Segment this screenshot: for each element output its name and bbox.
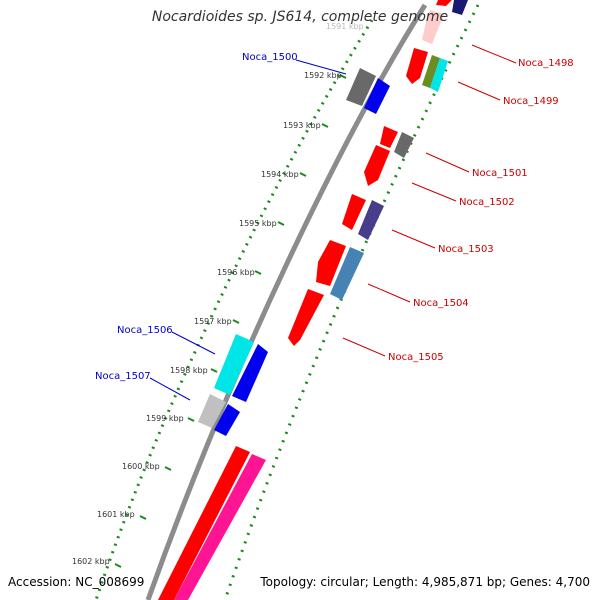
gene-feature[interactable] bbox=[316, 240, 346, 286]
kbp-label-1598: 1598 kbp bbox=[170, 366, 208, 375]
kbp-label-1593: 1593 kbp bbox=[283, 121, 321, 130]
leader-noca-1502 bbox=[411, 182, 457, 202]
gene-feature[interactable] bbox=[364, 78, 390, 114]
gene-feature[interactable] bbox=[358, 200, 384, 240]
tick-1594 bbox=[299, 172, 307, 177]
kbp-label-1591: 1591 kbp bbox=[326, 22, 364, 31]
gene-feature[interactable] bbox=[214, 404, 240, 436]
accession-text: Accession: NC_008699 bbox=[8, 575, 145, 589]
kbp-label-1596: 1596 kbp bbox=[217, 268, 255, 277]
leader-noca-1500 bbox=[295, 59, 347, 75]
map-title: Nocardioides sp. JS614, complete genome bbox=[151, 9, 449, 25]
genome-backbone bbox=[145, 3, 428, 600]
gene-feature[interactable] bbox=[380, 126, 398, 148]
gene-label-noca-1499[interactable]: Noca_1499 bbox=[503, 96, 559, 107]
gene-feature[interactable] bbox=[346, 68, 376, 106]
gene-label-noca-1501[interactable]: Noca_1501 bbox=[472, 168, 528, 179]
gene-features-left bbox=[198, 68, 390, 436]
gene-feature[interactable] bbox=[364, 145, 390, 186]
gene-label-noca-1503[interactable]: Noca_1503 bbox=[438, 244, 494, 255]
gene-feature[interactable] bbox=[174, 454, 266, 600]
tick-1592 bbox=[339, 74, 347, 79]
kbp-label-1594: 1594 kbp bbox=[261, 170, 299, 179]
kbp-label-1602: 1602 kbp bbox=[72, 557, 110, 566]
gene-label-noca-1507[interactable]: Noca_1507 bbox=[95, 371, 151, 382]
tick-1600 bbox=[164, 466, 172, 471]
kbp-label-1592: 1592 kbp bbox=[304, 71, 342, 80]
gene-feature[interactable] bbox=[452, 0, 468, 15]
genome-info-text: Topology: circular; Length: 4,985,871 bp… bbox=[260, 575, 590, 589]
gene-feature[interactable] bbox=[422, 10, 444, 44]
tick-1596 bbox=[254, 270, 262, 275]
gene-label-noca-1500[interactable]: Noca_1500 bbox=[242, 52, 298, 63]
gene-feature[interactable] bbox=[158, 446, 250, 600]
kbp-label-1597: 1597 kbp bbox=[194, 317, 232, 326]
tick-1597 bbox=[232, 319, 240, 324]
gene-label-noca-1504[interactable]: Noca_1504 bbox=[413, 298, 469, 309]
gene-feature[interactable] bbox=[406, 48, 428, 84]
tick-1593 bbox=[321, 123, 329, 128]
tick-1601 bbox=[139, 515, 147, 520]
scale-ring-outer bbox=[94, 19, 374, 600]
gene-features-right bbox=[158, 0, 468, 600]
leader-noca-1505 bbox=[342, 337, 386, 357]
tick-1598 bbox=[210, 368, 218, 373]
gene-label-noca-1498[interactable]: Noca_1498 bbox=[518, 58, 574, 69]
kbp-label-1601: 1601 kbp bbox=[97, 510, 135, 519]
gene-feature[interactable] bbox=[394, 132, 414, 158]
gene-label-noca-1506[interactable]: Noca_1506 bbox=[117, 325, 173, 336]
gene-feature[interactable] bbox=[342, 194, 366, 230]
gene-feature[interactable] bbox=[214, 334, 254, 395]
leader-noca-1506 bbox=[171, 331, 216, 355]
gene-feature[interactable] bbox=[288, 289, 324, 346]
leader-noca-1507 bbox=[149, 377, 191, 401]
leader-noca-1501 bbox=[425, 152, 470, 173]
gene-label-noca-1502[interactable]: Noca_1502 bbox=[459, 197, 515, 208]
tick-1602 bbox=[114, 563, 122, 568]
gene-label-noca-1505[interactable]: Noca_1505 bbox=[388, 352, 444, 363]
kbp-ticks bbox=[114, 74, 347, 568]
leader-noca-1504 bbox=[367, 283, 411, 303]
gene-feature[interactable] bbox=[198, 394, 226, 428]
kbp-label-1595: 1595 kbp bbox=[239, 219, 277, 228]
gene-feature[interactable] bbox=[436, 0, 452, 6]
gene-feature[interactable] bbox=[330, 247, 364, 300]
kbp-label-1600: 1600 kbp bbox=[122, 462, 160, 471]
gene-feature[interactable] bbox=[430, 58, 448, 92]
gene-feature[interactable] bbox=[232, 344, 268, 402]
tick-1595 bbox=[277, 221, 285, 226]
leader-noca-1498 bbox=[471, 44, 517, 64]
leader-noca-1503 bbox=[391, 229, 436, 249]
gene-feature[interactable] bbox=[422, 55, 440, 88]
kbp-label-1599: 1599 kbp bbox=[146, 414, 184, 423]
tick-1599 bbox=[187, 417, 195, 422]
leader-noca-1499 bbox=[457, 81, 501, 101]
